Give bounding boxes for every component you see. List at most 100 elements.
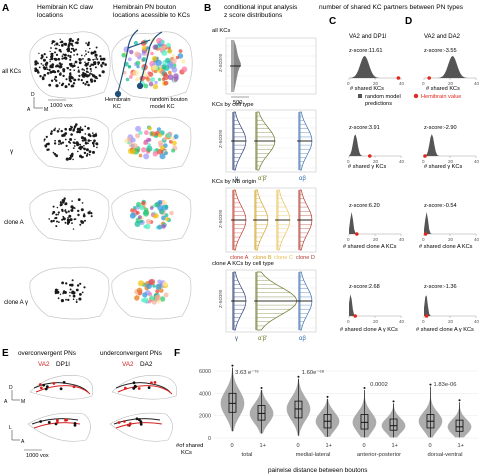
claw-dot [67, 217, 69, 219]
hist-hemibrain-value [423, 232, 428, 236]
claw-dot [83, 144, 85, 147]
dist-clone-a-apbp [254, 271, 298, 331]
f-pvalue: 1.60e⁻⁶⁸ [302, 369, 325, 376]
claw-dot [87, 51, 90, 53]
d-z-0: z-score:-3.55 [424, 48, 457, 54]
panel-a-title2-line1: Hemibrain PN bouton [113, 4, 176, 11]
claw-dot [79, 223, 82, 226]
bouton-dot [125, 77, 130, 82]
bouton-dot [135, 77, 140, 82]
claw-dot [77, 69, 80, 72]
hist-tick-label: 40 [474, 159, 480, 164]
claw-dot [52, 205, 55, 208]
claw-dot [61, 199, 64, 202]
claw-dot [64, 209, 67, 211]
f-ytick-label: 4000 [199, 391, 211, 397]
bouton-dot [169, 139, 173, 144]
claw-dot [61, 141, 65, 144]
hist-hemibrain-value [423, 154, 427, 158]
claw-dot [47, 142, 50, 146]
d-z-3: z-score:-1.36 [424, 284, 457, 290]
bouton-dot [157, 133, 162, 138]
f-group-label: anterior-posterior [357, 452, 401, 458]
claw-dot [72, 294, 76, 298]
panel-b-title-line2: z score distributions [224, 12, 283, 19]
e-axis-l: L [9, 425, 12, 431]
claw-dot [66, 222, 70, 225]
f-outlier [429, 383, 432, 386]
bouton-dot [135, 125, 142, 132]
bouton-dot [153, 69, 158, 74]
e-bouton-dot [132, 387, 136, 390]
claw-dot [86, 153, 89, 155]
claw-dot [62, 74, 65, 78]
bouton-dot [141, 201, 146, 206]
claw-dot [43, 140, 45, 142]
claw-dot [70, 75, 73, 78]
e-bouton-dot [72, 385, 76, 389]
claw-dot [89, 67, 92, 71]
claw-dot [72, 128, 76, 131]
f-ytick-label: 6000 [199, 369, 211, 375]
claw-dot [101, 70, 105, 74]
bouton-dot [148, 278, 156, 286]
claw-dot [58, 44, 60, 47]
claw-dot [89, 65, 92, 68]
panel-a-row-label-2: clone A [4, 220, 24, 226]
c-z-2: z-score:6.20 [349, 203, 380, 209]
claw-dot [82, 214, 86, 218]
claw-dot [99, 57, 103, 61]
claw-dot [80, 128, 84, 132]
claw-dot [64, 203, 67, 206]
claw-dot [55, 213, 58, 216]
bouton-dot [163, 137, 167, 141]
hist-tick-label: 20 [373, 237, 379, 242]
claw-dot [48, 218, 50, 220]
type-label-apbp-1: α'β' [258, 176, 267, 182]
claw-dot [63, 53, 67, 57]
c-xlabel-3: # shared clone A γ KCs [340, 327, 398, 333]
claw-dot [95, 56, 98, 59]
hist-c-3: 0 20 40 [347, 294, 405, 324]
panel-e-title-under: underconvergent PNs [100, 350, 162, 357]
dist-gamma [231, 111, 247, 171]
e-bouton-dot [117, 421, 121, 424]
panel-b-ylabel-2: z-score [218, 210, 224, 228]
d-xlabel-2: # shared clone A KCs [419, 244, 473, 250]
claw-dot [70, 42, 73, 46]
claw-dot [34, 62, 37, 66]
claw-dot [89, 134, 92, 138]
claw-dot [55, 65, 58, 68]
e-bouton-dot [133, 384, 137, 388]
hist-tick-label: 40 [399, 159, 405, 164]
claw-dot [76, 284, 80, 287]
bouton-dot [134, 221, 141, 227]
claw-dot [76, 142, 80, 146]
bouton-dot [134, 295, 140, 301]
claw-dot [60, 63, 62, 66]
c-z-3: z-score:2.68 [349, 284, 380, 290]
claw-dot [40, 63, 43, 65]
claw-dot [71, 64, 75, 68]
bouton-dot [155, 148, 159, 152]
claw-dot [62, 292, 64, 295]
bouton-dot [144, 74, 148, 78]
legend-model-label-1: random model [365, 94, 401, 100]
bouton-dot [173, 134, 179, 140]
e-brain-outlines [27, 375, 177, 442]
claw-dot [58, 221, 60, 224]
claw-dot [87, 71, 89, 73]
claw-dot [61, 82, 65, 86]
bouton-dot [155, 289, 160, 294]
bouton-dot [137, 215, 142, 220]
claw-dot [84, 125, 87, 128]
axes-orientation-icon [33, 97, 43, 109]
claw-dot [64, 56, 68, 60]
bouton-dot [181, 59, 186, 64]
claw-dot [83, 286, 86, 289]
dist-outline [299, 271, 313, 331]
claw-dot [46, 72, 50, 75]
bouton-dot [134, 51, 141, 58]
claw-dot [65, 282, 68, 285]
claw-dot [49, 65, 53, 69]
